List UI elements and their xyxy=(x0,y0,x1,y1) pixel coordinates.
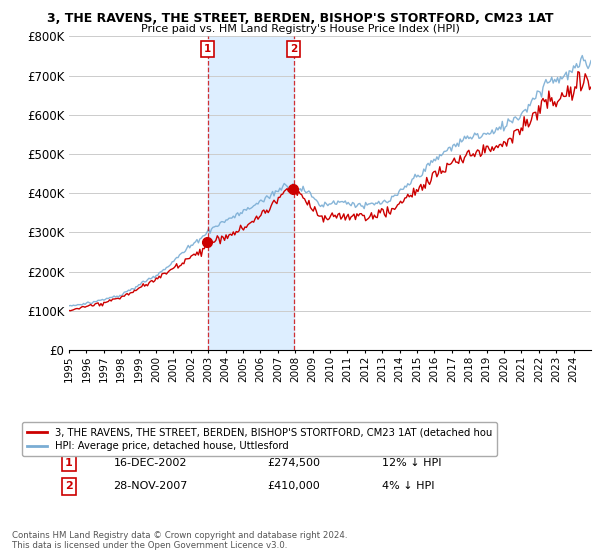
Text: 1: 1 xyxy=(204,44,211,54)
Text: £410,000: £410,000 xyxy=(268,482,320,492)
Text: 4% ↓ HPI: 4% ↓ HPI xyxy=(382,482,434,492)
Text: 2: 2 xyxy=(65,482,73,492)
Text: 3, THE RAVENS, THE STREET, BERDEN, BISHOP'S STORTFORD, CM23 1AT: 3, THE RAVENS, THE STREET, BERDEN, BISHO… xyxy=(47,12,553,25)
Text: 28-NOV-2007: 28-NOV-2007 xyxy=(113,482,188,492)
Text: Price paid vs. HM Land Registry's House Price Index (HPI): Price paid vs. HM Land Registry's House … xyxy=(140,24,460,34)
Text: 12% ↓ HPI: 12% ↓ HPI xyxy=(382,458,442,468)
Text: £274,500: £274,500 xyxy=(268,458,320,468)
Text: 16-DEC-2002: 16-DEC-2002 xyxy=(113,458,187,468)
Text: 1: 1 xyxy=(65,458,73,468)
Legend: 3, THE RAVENS, THE STREET, BERDEN, BISHOP'S STORTFORD, CM23 1AT (detached hou, H: 3, THE RAVENS, THE STREET, BERDEN, BISHO… xyxy=(22,422,497,456)
Bar xyxy=(208,36,293,350)
Text: 2: 2 xyxy=(290,44,297,54)
Text: Contains HM Land Registry data © Crown copyright and database right 2024.
This d: Contains HM Land Registry data © Crown c… xyxy=(12,530,347,550)
